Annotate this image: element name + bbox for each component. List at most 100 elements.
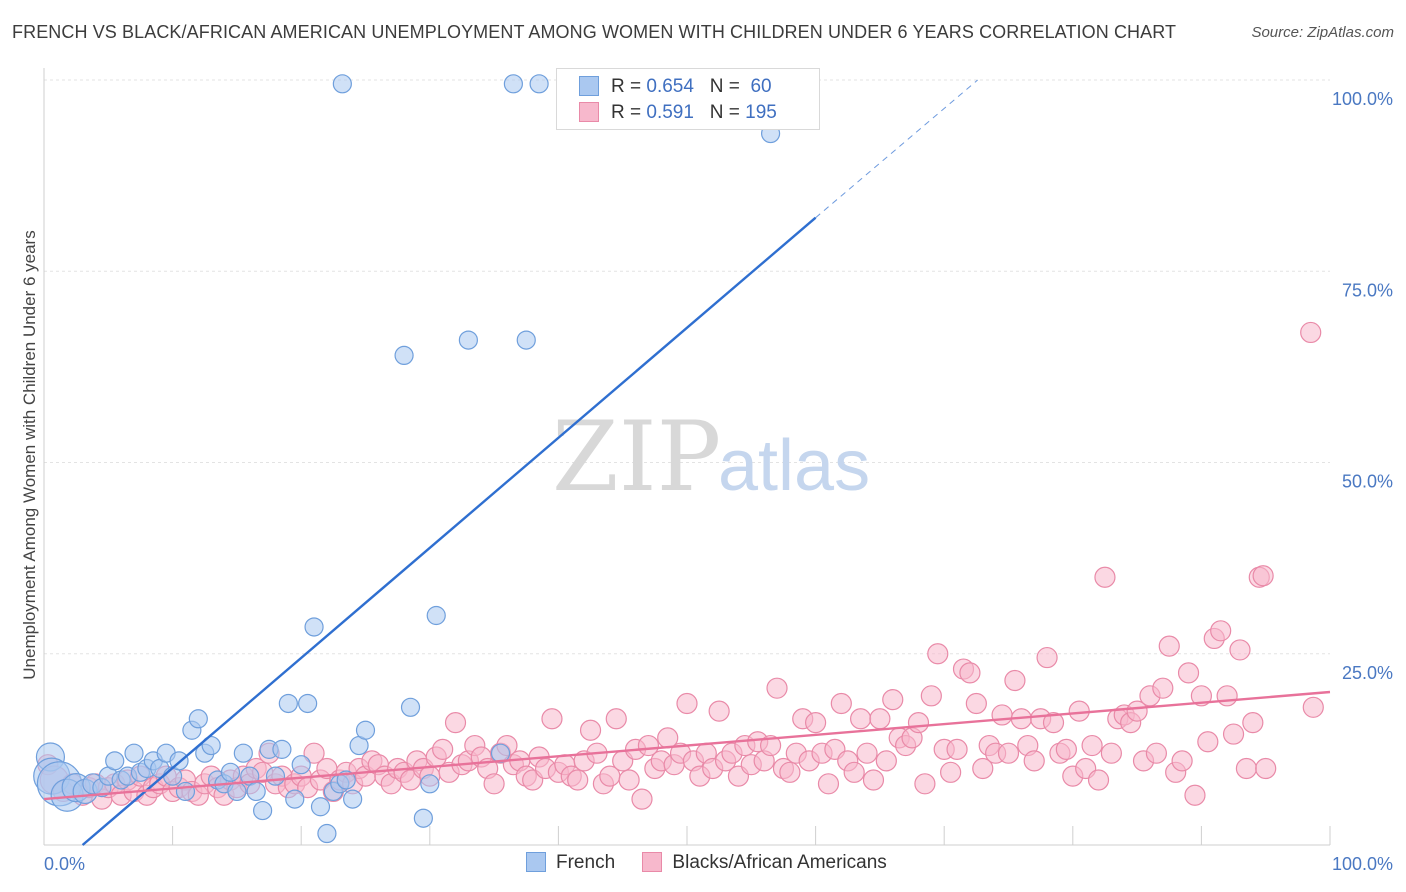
data-point-french [394, 345, 414, 365]
x-tick-label: 0.0% [44, 854, 85, 874]
data-point-french [503, 74, 523, 94]
data-point-blacks [875, 750, 897, 772]
data-point-blacks [1126, 700, 1148, 722]
data-point-french [343, 789, 363, 809]
data-point-blacks [1190, 685, 1213, 707]
legend-row-black: R = 0.591 N = 195 [579, 102, 777, 126]
data-point-blacks [567, 769, 589, 791]
data-point-blacks [850, 708, 872, 730]
legend-r-value-black: 0.591 [646, 102, 694, 123]
data-point-french [426, 605, 446, 626]
tick-labels: 25.0% 50.0% 75.0% 100.0% 0.0% 100.0% [44, 89, 1393, 874]
data-point-blacks [1152, 677, 1174, 699]
data-point-french [265, 766, 286, 786]
data-point-blacks [1023, 750, 1045, 772]
data-point-blacks [779, 761, 801, 783]
trend-lines [43, 79, 1331, 846]
data-point-blacks [1235, 757, 1258, 780]
data-point-blacks [618, 769, 640, 791]
legend-n-label: N = [709, 76, 740, 97]
data-point-blacks [541, 708, 563, 730]
data-point-french [105, 751, 125, 771]
data-point-blacks [965, 692, 987, 715]
data-point-french [413, 808, 433, 828]
data-point-blacks [804, 711, 827, 734]
y-tick-label: 25.0% [1342, 663, 1393, 683]
legend-n-value-french: 60 [750, 76, 772, 97]
data-point-blacks [579, 719, 602, 741]
legend-n-value-black: 195 [745, 102, 777, 123]
data-point-french [285, 789, 305, 809]
axes [43, 68, 1331, 846]
data-point-french [291, 755, 311, 775]
y-tick-label: 50.0% [1342, 472, 1393, 492]
series-legend: French Blacks/African Americans [526, 852, 909, 874]
source-label: Source: ZipAtlas.com [1251, 24, 1394, 41]
grid-lines [44, 79, 1330, 655]
data-point-french [458, 330, 478, 350]
data-point-blacks [817, 773, 840, 795]
data-point-french [272, 739, 292, 759]
data-point-blacks [1216, 685, 1238, 707]
legend-r-label: R = [611, 76, 642, 97]
data-point-french [516, 330, 536, 350]
data-point-french [304, 617, 324, 637]
data-point-blacks [914, 773, 936, 795]
data-point-french [201, 735, 221, 756]
data-point-french [529, 74, 549, 94]
watermark-zip: ZIP [552, 401, 721, 513]
data-point-blacks [766, 677, 788, 699]
data-point-blacks [1094, 566, 1116, 588]
data-point-blacks [959, 662, 981, 684]
data-point-blacks [1055, 738, 1077, 760]
data-point-french [124, 743, 144, 763]
data-point-french [233, 743, 253, 763]
legend-swatch-black [579, 102, 599, 122]
watermark: ZIP atlas [552, 401, 870, 513]
data-point-blacks [997, 742, 1020, 764]
data-point-blacks [1004, 669, 1026, 692]
data-point-blacks [1171, 750, 1193, 772]
legend-swatch-french [526, 852, 546, 872]
data-point-blacks [1158, 635, 1180, 657]
legend-swatch-blacks [642, 852, 663, 872]
correlation-legend: R = 0.654 N = 60 R = 0.591 N = 195 [556, 68, 820, 130]
data-point-blacks [830, 692, 852, 715]
chart-title: FRENCH VS BLACK/AFRICAN AMERICAN UNEMPLO… [12, 22, 1177, 42]
legend-swatch-french [579, 76, 599, 96]
data-point-french [317, 823, 337, 844]
data-point-blacks [759, 734, 782, 757]
data-point-blacks [907, 711, 930, 734]
data-point-french [355, 720, 376, 740]
data-point-blacks [708, 700, 730, 722]
data-point-blacks [1302, 696, 1324, 718]
legend-n-label: N = [709, 102, 740, 123]
watermark-atlas: atlas [718, 426, 870, 506]
data-point-french [298, 693, 318, 714]
data-point-blacks [631, 788, 653, 810]
data-point-blacks [432, 738, 454, 760]
legend-r-value-french: 0.654 [646, 76, 694, 97]
data-point-blacks [862, 769, 885, 791]
data-point-blacks [1184, 784, 1206, 806]
data-point-blacks [856, 742, 878, 764]
data-point-blacks [303, 742, 325, 764]
data-point-blacks [1252, 565, 1274, 587]
legend-r-label: R = [611, 102, 642, 123]
data-point-french [253, 800, 273, 821]
data-point-blacks [991, 704, 1013, 726]
data-point-blacks [676, 692, 698, 715]
data-point-blacks [483, 773, 505, 795]
trendline-french [81, 216, 817, 846]
data-point-blacks [1177, 662, 1200, 684]
legend-item-blacks[interactable]: Blacks/African Americans [642, 852, 887, 874]
data-point-blacks [1229, 639, 1251, 661]
legend-item-french[interactable]: French [526, 852, 615, 874]
data-point-french [227, 781, 247, 802]
data-point-blacks [1210, 620, 1232, 642]
data-point-french [278, 693, 298, 714]
data-point-french [188, 709, 208, 729]
data-point-french [246, 781, 266, 802]
data-point-blacks [1242, 711, 1264, 734]
legend-row-french: R = 0.654 N = 60 [579, 76, 772, 100]
